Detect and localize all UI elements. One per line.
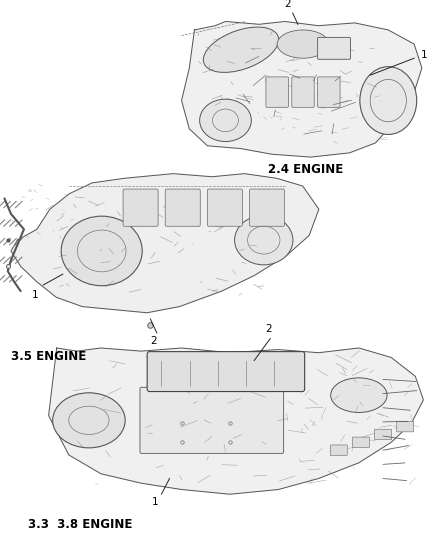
Ellipse shape <box>277 30 329 58</box>
Ellipse shape <box>235 215 293 265</box>
Ellipse shape <box>331 378 387 413</box>
FancyBboxPatch shape <box>165 189 200 226</box>
FancyBboxPatch shape <box>318 37 350 59</box>
FancyBboxPatch shape <box>318 77 340 107</box>
Polygon shape <box>49 348 424 494</box>
Text: 1: 1 <box>152 497 159 507</box>
Text: 1: 1 <box>420 50 427 60</box>
FancyBboxPatch shape <box>266 77 288 107</box>
Text: 2: 2 <box>284 0 291 9</box>
FancyBboxPatch shape <box>123 189 158 226</box>
Ellipse shape <box>200 99 251 142</box>
Polygon shape <box>11 174 319 313</box>
Ellipse shape <box>53 393 125 448</box>
Text: 3.5 ENGINE: 3.5 ENGINE <box>11 350 86 363</box>
FancyBboxPatch shape <box>353 437 369 448</box>
FancyBboxPatch shape <box>397 422 414 432</box>
Text: 2: 2 <box>265 324 272 334</box>
FancyBboxPatch shape <box>147 352 305 392</box>
FancyBboxPatch shape <box>374 429 392 440</box>
FancyBboxPatch shape <box>207 189 242 226</box>
Ellipse shape <box>61 216 142 286</box>
Text: 2: 2 <box>150 336 157 346</box>
Ellipse shape <box>360 67 417 134</box>
Text: 1: 1 <box>32 289 39 300</box>
FancyBboxPatch shape <box>140 387 284 454</box>
Ellipse shape <box>203 27 279 72</box>
FancyBboxPatch shape <box>330 445 347 455</box>
Polygon shape <box>181 21 422 157</box>
FancyBboxPatch shape <box>250 189 285 226</box>
Text: 2.4 ENGINE: 2.4 ENGINE <box>268 163 343 176</box>
Text: 3.3  3.8 ENGINE: 3.3 3.8 ENGINE <box>28 518 133 531</box>
FancyBboxPatch shape <box>292 77 314 107</box>
